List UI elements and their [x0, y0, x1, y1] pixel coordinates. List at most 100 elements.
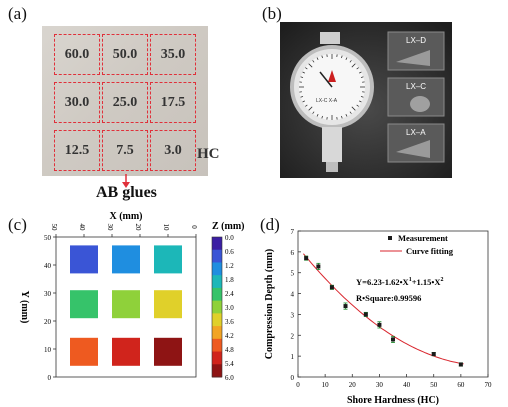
tip-label-a: LX–A — [406, 128, 426, 137]
colorbar-segment — [212, 364, 222, 378]
heatmap-square — [70, 245, 98, 274]
measurement-point — [377, 322, 382, 327]
colorbar-tick-label: 5.4 — [225, 360, 234, 368]
heatmap-square — [112, 337, 140, 366]
colorbar-tick-label: 1.8 — [225, 276, 234, 284]
plot-frame — [297, 230, 489, 378]
gauge-text: LX-C X-A — [316, 98, 338, 104]
y-axis-label: Compression Depth (mm) — [264, 249, 275, 359]
dial-tick — [360, 96, 364, 98]
x-tick-label: 70 — [485, 381, 493, 389]
heatmap-square — [154, 245, 182, 274]
x-tick-label: 0 — [296, 381, 300, 389]
colorbar-tick-label: 3.0 — [225, 304, 234, 312]
y-tick-label: 20 — [44, 318, 52, 326]
dial-tick — [308, 63, 313, 68]
measurement-point — [431, 352, 436, 357]
equation-superscript: 1 — [409, 277, 412, 283]
ball-tip-icon — [410, 96, 430, 112]
y-tick-label: 0 — [291, 374, 295, 382]
colorbar-tick-label: 0.6 — [225, 248, 234, 256]
colorbar-tick-label: 1.2 — [225, 262, 234, 270]
equation-part: Y=6.23-1.62•X — [356, 277, 410, 287]
legend-measurement: Measurement — [398, 233, 448, 243]
x-tick-label: 50 — [430, 381, 438, 389]
y-tick-label: 3 — [291, 311, 295, 319]
dial-tick — [341, 55, 343, 59]
x-tick-label: 20 — [134, 224, 142, 232]
dial-tick — [360, 76, 364, 78]
colorbar-segment — [212, 262, 222, 276]
colorbar-segment — [212, 300, 222, 314]
sample-cell: 12.5 — [54, 130, 100, 171]
dial-tick — [305, 67, 308, 70]
heatmap-square — [154, 290, 182, 319]
dial-tick — [308, 106, 313, 111]
colorbar-segment — [212, 237, 222, 251]
measurement-point — [458, 362, 463, 367]
legend-curve: Curve fitting — [406, 246, 454, 256]
dial-tick — [349, 60, 352, 63]
heatmap-chart: X (mm) 50 40 30 20 10 0 0 10 20 30 40 50 Y (mm) 0.0 0.6… — [19, 211, 245, 382]
z-axis-label: Z (mm) — [212, 221, 245, 232]
y-tick-label: 2 — [291, 332, 295, 340]
x-tick-label: 40 — [78, 224, 86, 232]
dial-tick — [356, 104, 359, 107]
colorbar-segment — [212, 338, 222, 353]
sample-cell: 3.0 — [150, 130, 196, 171]
cone-tip-icon — [396, 50, 430, 66]
x-axis-label: Shore Hardness (HC) — [347, 395, 439, 406]
sample-cell: 35.0 — [150, 34, 196, 75]
equation-part: +1.15•X — [412, 277, 442, 287]
dial-tick — [312, 111, 315, 114]
dial-tick — [356, 67, 359, 70]
arrow-down-icon — [122, 174, 130, 188]
y-tick-label: 0 — [48, 374, 52, 382]
measurement-point — [329, 285, 334, 290]
dial-tick — [345, 57, 348, 61]
y-tick-label: 40 — [44, 262, 52, 270]
colorbar-tick-label: 2.4 — [225, 290, 234, 298]
dial-tick — [321, 115, 323, 119]
dial-tick — [341, 115, 343, 119]
y-axis-label: Y (mm) — [19, 291, 30, 324]
gauge-top — [320, 32, 340, 44]
scatter-chart: 0 10 20 30 40 50 60 70 0 1 2 3 4 5 6 7 Shore Hardness (H… — [264, 228, 493, 406]
y-tick-label: 50 — [44, 234, 52, 242]
colorbar-tick-label: 4.2 — [225, 332, 234, 340]
tip-label-c: LX–C — [406, 82, 426, 91]
x-tick-label: 20 — [349, 381, 357, 389]
colorbar-segment — [212, 313, 222, 327]
dial-tick — [300, 96, 304, 98]
dial-tick — [321, 55, 323, 59]
dial-tick — [351, 106, 356, 111]
dial-tick — [351, 63, 356, 68]
colorbar-segment — [212, 249, 222, 263]
sample-cell: 25.0 — [102, 82, 148, 123]
colorbar-tick-label: 3.6 — [225, 318, 234, 326]
glue-samples-photo: 60.0 50.0 35.0 30.0 25.0 17.5 12.5 7.5 3.0 — [42, 26, 208, 176]
dial-tick — [302, 100, 306, 103]
durometer-photo: LX-C X-A LX–D LX–C LX–A — [280, 22, 452, 178]
colorbar-segment — [212, 351, 222, 365]
heatmap-square — [112, 245, 140, 274]
y-tick-label: 6 — [291, 249, 295, 257]
colorbar-tick-label: 0.0 — [225, 234, 234, 242]
sample-cell: 50.0 — [102, 34, 148, 75]
dial-tick — [345, 113, 348, 117]
panel-label-b: (b) — [262, 4, 282, 23]
x-tick-label: 10 — [322, 381, 330, 389]
measurement-point — [391, 337, 395, 342]
durometer-foot — [326, 162, 338, 172]
heatmap-square — [154, 337, 182, 366]
needle-tip-icon — [396, 140, 430, 158]
y-tick-label: 7 — [291, 228, 295, 236]
panel-label-a: (a) — [8, 4, 27, 23]
gauge-needle — [319, 71, 333, 88]
colorbar-tick-label: 6.0 — [225, 374, 234, 382]
hc-label: HC — [197, 146, 220, 162]
colorbar-segment — [212, 287, 222, 302]
y-tick-label: 4 — [291, 291, 295, 299]
x-axis-label: X (mm) — [109, 211, 142, 222]
measurement-point — [304, 256, 309, 261]
